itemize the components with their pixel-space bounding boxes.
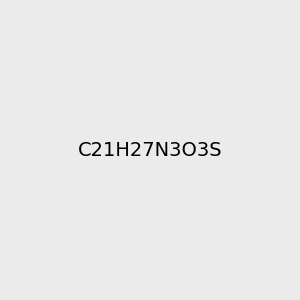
- Text: C21H27N3O3S: C21H27N3O3S: [78, 140, 222, 160]
